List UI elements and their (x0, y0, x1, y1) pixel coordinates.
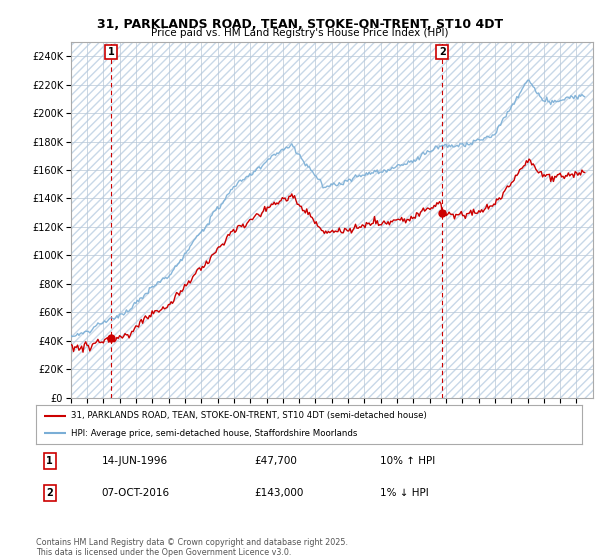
Text: 1: 1 (46, 456, 53, 466)
Text: £47,700: £47,700 (254, 456, 297, 466)
Text: 07-OCT-2016: 07-OCT-2016 (101, 488, 170, 498)
Text: 1% ↓ HPI: 1% ↓ HPI (380, 488, 429, 498)
Text: Contains HM Land Registry data © Crown copyright and database right 2025.
This d: Contains HM Land Registry data © Crown c… (36, 538, 348, 557)
Text: 10% ↑ HPI: 10% ↑ HPI (380, 456, 435, 466)
Text: 1: 1 (107, 47, 115, 57)
Text: 2: 2 (46, 488, 53, 498)
Text: 31, PARKLANDS ROAD, TEAN, STOKE-ON-TRENT, ST10 4DT: 31, PARKLANDS ROAD, TEAN, STOKE-ON-TRENT… (97, 18, 503, 31)
Text: £143,000: £143,000 (254, 488, 304, 498)
Text: 14-JUN-1996: 14-JUN-1996 (101, 456, 167, 466)
Text: HPI: Average price, semi-detached house, Staffordshire Moorlands: HPI: Average price, semi-detached house,… (71, 429, 358, 438)
Text: 2: 2 (439, 47, 446, 57)
Text: 31, PARKLANDS ROAD, TEAN, STOKE-ON-TRENT, ST10 4DT (semi-detached house): 31, PARKLANDS ROAD, TEAN, STOKE-ON-TRENT… (71, 411, 427, 420)
Text: Price paid vs. HM Land Registry's House Price Index (HPI): Price paid vs. HM Land Registry's House … (151, 28, 449, 38)
